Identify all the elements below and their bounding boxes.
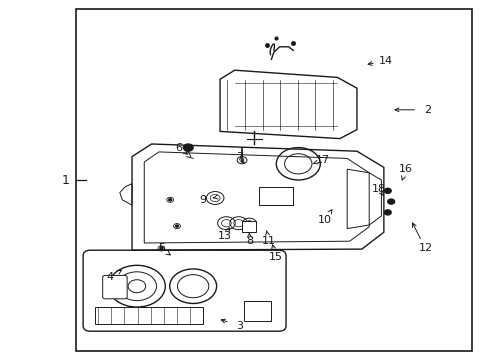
Bar: [244, 301, 271, 321]
Circle shape: [183, 144, 193, 151]
Text: 16: 16: [398, 164, 412, 174]
Text: 7: 7: [236, 152, 243, 162]
Text: 14: 14: [379, 56, 392, 66]
Text: 1: 1: [62, 174, 70, 186]
Circle shape: [168, 199, 171, 201]
Bar: [76, 9, 471, 351]
Text: 15: 15: [269, 252, 283, 262]
Text: 2: 2: [424, 105, 430, 115]
Circle shape: [160, 247, 163, 249]
Text: 6: 6: [175, 143, 182, 153]
Text: 11: 11: [262, 236, 275, 246]
Text: 13: 13: [218, 231, 231, 241]
FancyBboxPatch shape: [83, 250, 285, 331]
Text: 12: 12: [418, 243, 431, 253]
FancyBboxPatch shape: [102, 275, 127, 299]
Text: 17: 17: [315, 155, 329, 165]
Text: 8: 8: [245, 236, 252, 246]
Text: 10: 10: [318, 215, 331, 225]
Bar: [242, 221, 255, 232]
Text: 18: 18: [371, 184, 385, 194]
Text: 3: 3: [236, 321, 243, 331]
Circle shape: [384, 188, 390, 193]
Bar: [95, 307, 203, 324]
Circle shape: [387, 199, 394, 204]
Circle shape: [384, 210, 390, 215]
Text: 9: 9: [199, 195, 206, 205]
Text: 4: 4: [106, 272, 113, 282]
Text: 5: 5: [158, 243, 164, 253]
Circle shape: [175, 225, 178, 227]
